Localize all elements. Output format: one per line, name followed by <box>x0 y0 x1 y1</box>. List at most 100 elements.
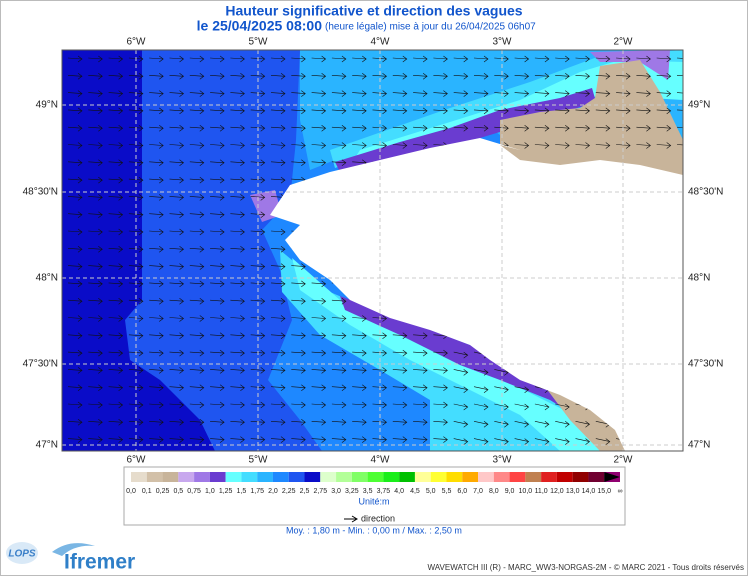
wave-arrow <box>230 159 245 167</box>
wave-arrow <box>331 73 347 80</box>
wave-arrow <box>534 124 550 132</box>
legend-swatch <box>320 472 337 482</box>
wave-arrow <box>331 367 347 374</box>
wave-arrow <box>88 332 103 340</box>
wave-arrow <box>514 438 530 445</box>
wave-arrow <box>189 280 205 288</box>
lon-label-bottom: 3°W <box>493 455 513 466</box>
wave-arrow <box>169 142 184 149</box>
wave-arrow <box>291 55 306 63</box>
wave-arrow <box>514 73 530 80</box>
wave-arrow <box>230 194 245 201</box>
wave-arrow <box>331 297 347 305</box>
wave-arrow <box>311 142 327 149</box>
wave-arrow <box>210 384 225 391</box>
wave-arrow <box>473 403 489 411</box>
wave-arrow <box>169 73 184 80</box>
wave-arrow <box>189 349 205 357</box>
legend-swatch <box>462 472 479 482</box>
wave-arrow <box>169 349 184 357</box>
wave-arrow <box>575 90 590 97</box>
wave-arrow <box>169 55 184 63</box>
wave-arrow <box>555 107 570 115</box>
wave-arrow <box>169 280 184 288</box>
legend-swatch <box>225 472 242 482</box>
lon-label-bottom: 5°W <box>249 455 269 466</box>
wave-arrow <box>595 107 611 115</box>
legend-swatch <box>525 472 542 482</box>
wave-arrow <box>149 280 164 288</box>
wave-arrow <box>189 384 205 391</box>
wave-arrow <box>189 297 205 305</box>
wave-arrow <box>534 90 550 97</box>
lat-label-right: 47°N <box>688 440 710 451</box>
legend-swatch <box>414 472 431 482</box>
wave-arrow <box>331 142 347 149</box>
wave-arrow <box>270 176 286 184</box>
wave-arrow <box>311 401 327 409</box>
wave-arrow <box>210 349 225 357</box>
wave-arrow <box>250 263 266 270</box>
wave-arrow <box>270 159 286 167</box>
wave-arrow <box>270 367 286 374</box>
wave-arrow <box>230 401 245 409</box>
wave-arrow <box>210 176 225 184</box>
legend-swatch <box>383 472 400 482</box>
wave-arrow <box>88 401 103 409</box>
wave-arrow <box>656 107 672 115</box>
wave-arrow <box>189 419 205 426</box>
wave-arrow <box>473 107 489 115</box>
wave-arrow <box>230 176 245 184</box>
wave-arrow <box>676 75 683 77</box>
lat-label-left: 47°30'N <box>23 359 58 370</box>
wave-arrow <box>230 124 245 132</box>
wave-arrow <box>514 403 530 411</box>
wave-arrow <box>67 228 83 236</box>
wave-arrow <box>352 401 367 409</box>
wave-arrow <box>453 90 469 97</box>
wave-arrow <box>595 124 611 132</box>
wave-arrow <box>534 438 550 445</box>
wave-arrow <box>311 332 327 340</box>
wave-arrow <box>67 176 83 184</box>
wave-arrow <box>250 332 266 340</box>
wave-arrow <box>453 403 469 411</box>
legend-swatch <box>446 472 463 482</box>
wave-arrow <box>514 55 530 63</box>
wave-arrow <box>108 90 124 97</box>
wave-arrow <box>210 55 225 63</box>
legend-label: 2,5 <box>300 488 310 495</box>
wave-arrow <box>210 367 225 374</box>
wave-arrow <box>291 159 306 167</box>
legend-label: 5,0 <box>426 488 436 495</box>
wave-arrow <box>413 349 428 357</box>
wave-arrow <box>230 280 245 288</box>
wave-arrow <box>575 124 590 132</box>
wave-arrow <box>473 73 489 80</box>
wave-arrow <box>210 228 225 236</box>
wave-arrow <box>392 419 408 426</box>
wave-arrow <box>169 124 184 132</box>
wave-arrow <box>108 332 124 340</box>
wave-arrow <box>210 90 225 97</box>
wave-arrow <box>433 419 448 426</box>
lops-logo: LOPS <box>8 549 36 560</box>
wave-arrow <box>331 436 347 443</box>
wave-arrow <box>331 124 347 132</box>
wave-arrow <box>676 57 683 59</box>
wave-arrow <box>595 55 611 63</box>
wave-arrow <box>108 194 124 201</box>
wave-arrow <box>270 142 286 149</box>
wave-arrow <box>230 107 245 115</box>
wave-arrow <box>169 194 184 201</box>
legend-swatch <box>493 472 510 482</box>
wave-arrow <box>311 159 327 167</box>
wave-arrow <box>108 384 124 391</box>
wave-arrow <box>270 384 286 391</box>
wave-arrow <box>210 194 225 201</box>
wave-arrow <box>210 280 225 288</box>
wave-arrow <box>555 73 570 80</box>
wave-arrow <box>575 107 590 115</box>
wave-arrow <box>433 90 448 97</box>
wave-arrow <box>108 159 124 167</box>
